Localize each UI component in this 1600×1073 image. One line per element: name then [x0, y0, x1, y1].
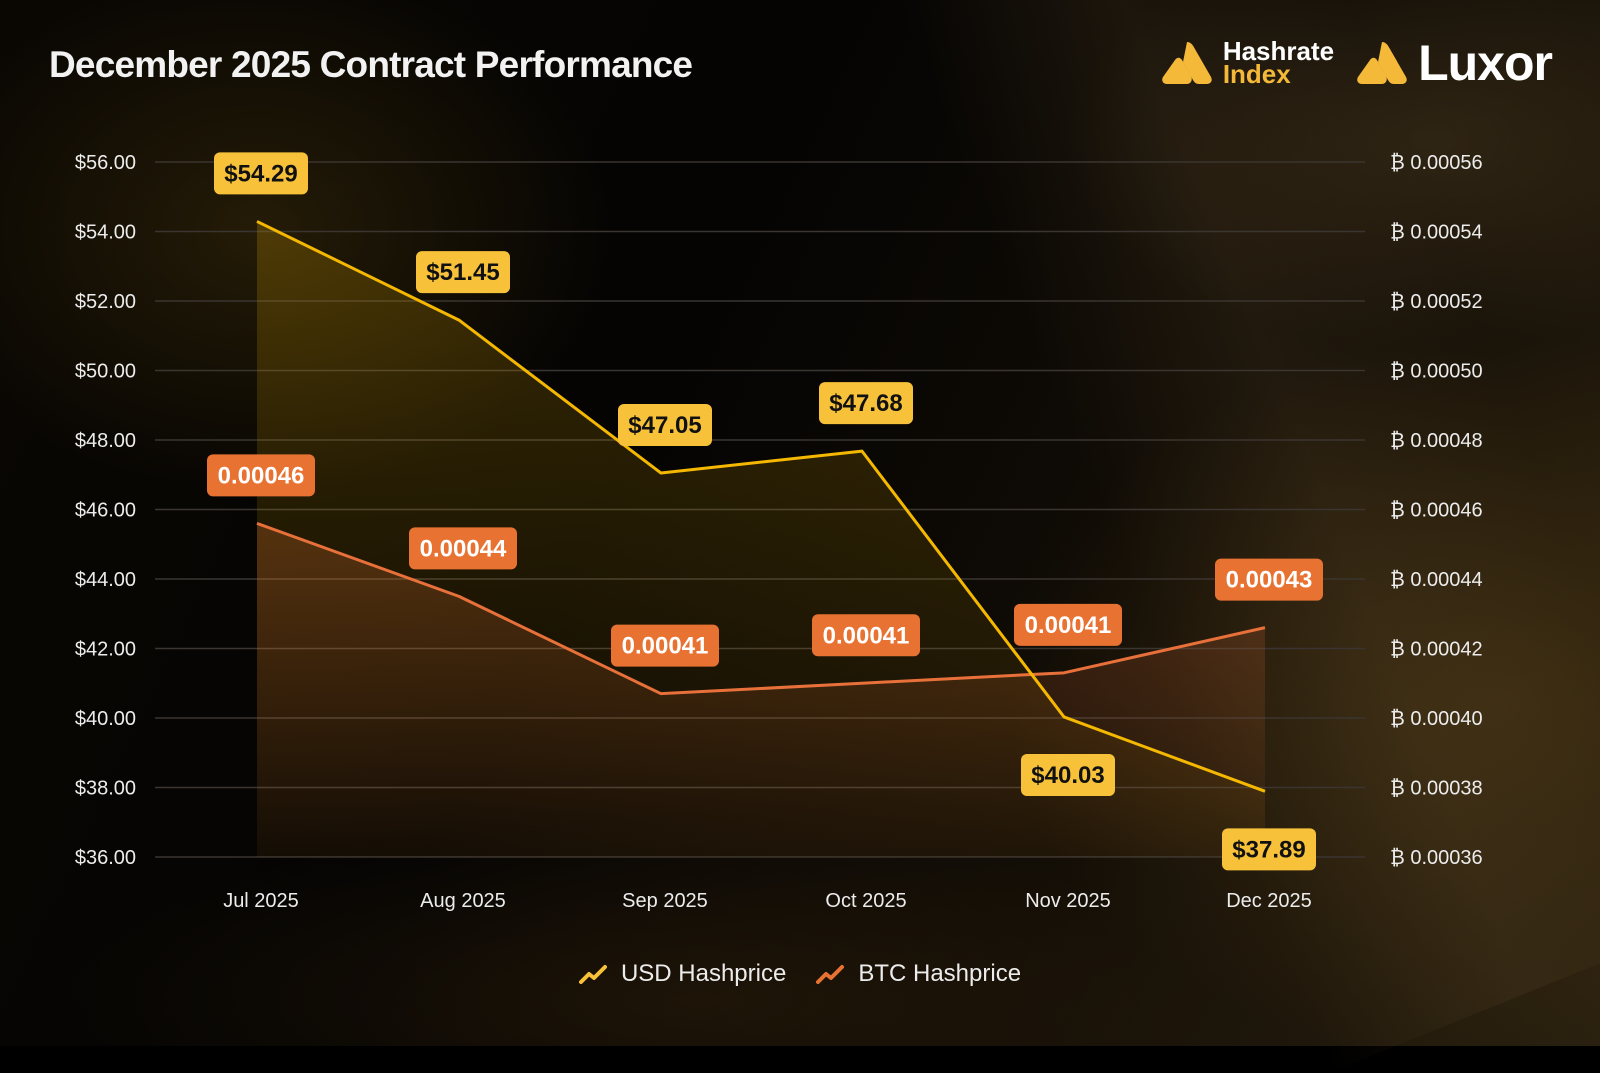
- btc-label-box: [1014, 603, 1122, 646]
- y2-tick-label: ₿ 0.00044: [1390, 569, 1483, 591]
- index-text: Index: [1222, 59, 1291, 89]
- usd-line: [256, 220, 1266, 793]
- btc-data-label: 0.00043: [1215, 558, 1323, 601]
- y2-tick-label: ₿ 0.00040: [1390, 708, 1483, 730]
- y-tick-label: $52.00: [75, 291, 136, 313]
- chart-canvas: $56.00 $54.00 $52.00 $50.00 $48.00 $46.00 $44.…: [75, 152, 1483, 912]
- usd-data-label: $54.29: [214, 152, 308, 195]
- x-tick-label: Nov 2025: [1025, 890, 1111, 912]
- series-lines: [256, 220, 1266, 793]
- usd-label-text: $47.68: [829, 390, 902, 417]
- usd-label-text: $37.89: [1232, 836, 1305, 863]
- btc-label-text: 0.00044: [420, 535, 507, 562]
- usd-label-text: $54.29: [224, 160, 297, 187]
- btc-data-label: 0.00041: [812, 614, 920, 657]
- usd-area: [257, 221, 1265, 858]
- usd-data-label: $37.89: [1222, 828, 1316, 871]
- usd-label-box: [1021, 753, 1115, 796]
- legend-label-btc: BTC Hashprice: [858, 960, 1022, 987]
- usd-data-label: $51.45: [416, 251, 510, 294]
- y-tick-label: $44.00: [75, 569, 136, 591]
- y2-tick-label: ₿ 0.00036: [1390, 847, 1483, 869]
- series-areas: [257, 221, 1265, 858]
- logos: Hashrate Index Luxor: [1161, 35, 1553, 91]
- usd-label-box: [416, 251, 510, 294]
- y2-tick-label: ₿ 0.00054: [1390, 222, 1483, 244]
- usd-data-label: $47.68: [819, 382, 913, 425]
- usd-label-text: $51.45: [426, 259, 499, 286]
- y-tick-label: $36.00: [75, 847, 136, 869]
- usd-label-box: [618, 404, 712, 447]
- usd-label-text: $40.03: [1031, 762, 1104, 789]
- btc-label-box: [611, 624, 719, 667]
- x-tick-label: Dec 2025: [1226, 890, 1312, 912]
- y-tick-label: $46.00: [75, 500, 136, 522]
- btc-label-text: 0.00041: [622, 633, 709, 660]
- legend-label-usd: USD Hashprice: [620, 960, 787, 987]
- y-tick-label: $50.00: [75, 361, 136, 383]
- btc-line: [256, 521, 1266, 696]
- legend: USD Hashprice BTC Hashprice: [0, 960, 1600, 988]
- btc-data-label: 0.00041: [1014, 603, 1122, 646]
- x-tick-label: Aug 2025: [420, 890, 506, 912]
- btc-label-text: 0.00043: [1226, 567, 1313, 594]
- btc-data-label: 0.00046: [207, 454, 315, 497]
- x-axis: Jul 2025 Aug 2025 Sep 2025 Oct 2025 Nov 2025…: [223, 890, 1312, 912]
- btc-label-text: 0.00041: [823, 622, 910, 649]
- chart-title: December 2025 Contract Performance: [49, 44, 693, 85]
- x-tick-label: Sep 2025: [622, 890, 708, 912]
- y2-tick-label: ₿ 0.00042: [1390, 639, 1483, 661]
- y-axis-left: $56.00 $54.00 $52.00 $50.00 $48.00 $46.00 $44.…: [75, 152, 136, 869]
- btc-data-label: 0.00044: [409, 527, 517, 570]
- btc-label-box: [1215, 558, 1323, 601]
- y2-tick-label: ₿ 0.00046: [1390, 500, 1483, 522]
- y-tick-label: $48.00: [75, 430, 136, 452]
- y-tick-label: $38.00: [75, 778, 136, 800]
- usd-label-text: $47.05: [628, 412, 701, 439]
- y2-tick-label: ₿ 0.00050: [1390, 361, 1483, 383]
- usd-label-box: [1222, 828, 1316, 871]
- usd-data-label: $40.03: [1021, 753, 1115, 796]
- btc-label-box: [207, 454, 315, 497]
- x-tick-label: Oct 2025: [825, 890, 906, 912]
- y2-tick-label: ₿ 0.00048: [1390, 430, 1483, 452]
- usd-label-box: [819, 382, 913, 425]
- btc-label-box: [409, 527, 517, 570]
- legend-item-btc[interactable]: BTC Hashprice: [816, 960, 1021, 988]
- btc-label-box: [812, 614, 920, 657]
- hashrate-index-logo-icon: [1162, 42, 1212, 84]
- trend-up-icon: [578, 965, 607, 984]
- y-tick-label: $56.00: [75, 152, 136, 174]
- y-axis-right: ₿ 0.00056 ₿ 0.00054 ₿ 0.00052 ₿ 0.00050 ₿ 0.…: [1390, 152, 1483, 869]
- btc-label-text: 0.00046: [218, 462, 305, 489]
- usd-label-box: [214, 152, 308, 195]
- y-tick-label: $40.00: [75, 708, 136, 730]
- legend-item-usd[interactable]: USD Hashprice: [578, 960, 787, 988]
- trend-up-icon: [816, 965, 845, 984]
- data-labels: 0.00046 0.00044 0.00041 0.00041 0.00041 0.000…: [207, 152, 1323, 871]
- y2-tick-label: ₿ 0.00038: [1390, 778, 1483, 800]
- luxor-logo-icon: [1357, 42, 1407, 84]
- usd-data-label: $47.05: [618, 404, 712, 447]
- hashrate-index-logo: Hashrate Index: [1161, 36, 1335, 89]
- y2-tick-label: ₿ 0.00052: [1390, 291, 1483, 313]
- hashrate-text: Hashrate: [1222, 36, 1335, 66]
- y-tick-label: $42.00: [75, 639, 136, 661]
- btc-data-label: 0.00041: [611, 624, 719, 667]
- luxor-logo: Luxor: [1356, 35, 1553, 91]
- y-tick-label: $54.00: [75, 222, 136, 244]
- y2-tick-label: ₿ 0.00056: [1390, 152, 1483, 174]
- btc-label-text: 0.00041: [1025, 612, 1112, 639]
- x-tick-label: Jul 2025: [223, 890, 299, 912]
- luxor-text: Luxor: [1418, 35, 1553, 91]
